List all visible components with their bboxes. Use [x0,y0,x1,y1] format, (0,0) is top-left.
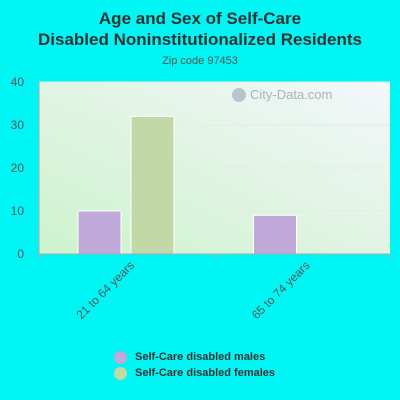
bar-males [77,210,122,255]
y-tick-label: 20 [11,161,25,175]
y-tick-label: 10 [11,204,25,218]
watermark: City-Data.com [232,87,332,102]
y-tick-label: 30 [11,118,25,132]
legend-swatch-females [114,366,127,380]
bar-males [253,214,297,255]
legend-swatch-males [114,350,127,364]
y-tick-label: 40 [11,75,25,89]
city-data-logo-icon [232,87,246,102]
watermark-text: City-Data.com [250,87,333,102]
chart-title: Age and Sex of Self-Care Disabled Noninst… [38,9,362,49]
legend-label-males: Self-Care disabled males [135,351,266,363]
y-tick-label: 0 [17,247,24,261]
chart-legend: Self-Care disabled males Self-Care disab… [114,349,275,381]
chart-subtitle: Zip code 97453 [162,55,238,67]
legend-label-females: Self-Care disabled females [135,367,276,379]
legend-item-females: Self-Care disabled females [114,365,275,381]
x-tick-label: 65 to 74 years [249,258,313,322]
legend-item-males: Self-Care disabled males [114,349,275,365]
x-tick-label: 21 to 64 years [73,258,137,322]
bar-females [130,115,175,255]
